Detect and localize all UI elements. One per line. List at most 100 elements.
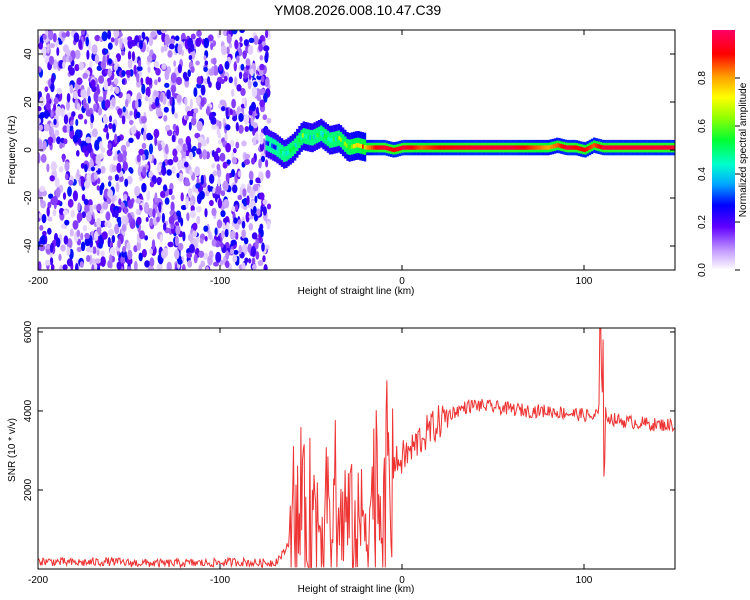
noise-speck <box>255 177 261 184</box>
ridge-core <box>432 145 436 150</box>
ridge-core <box>463 145 467 150</box>
noise-speck <box>50 109 54 118</box>
ridge-core <box>616 145 619 150</box>
ridge-core <box>513 145 516 150</box>
noise-speck <box>204 235 208 242</box>
noise-speck <box>186 252 193 259</box>
ridge-core <box>298 138 301 143</box>
ridge-core <box>267 141 270 146</box>
noise-speck <box>161 212 165 224</box>
noise-speck <box>252 122 258 129</box>
noise-speck <box>233 61 237 72</box>
noise-speck <box>76 150 80 157</box>
ridge-core <box>498 145 501 150</box>
ridge-core <box>565 145 568 150</box>
ridge-core <box>556 143 559 148</box>
ridge-core <box>613 145 616 150</box>
noise-speck <box>190 33 196 40</box>
noise-speck <box>109 84 114 93</box>
noise-speck <box>178 242 184 251</box>
ridge-core <box>633 145 636 150</box>
ridge-core <box>491 145 494 150</box>
noise-speck <box>49 257 54 266</box>
ridge-core <box>309 135 312 140</box>
noise-speck <box>236 84 242 92</box>
noise-speck <box>103 91 107 101</box>
ridge-core <box>316 133 319 138</box>
noise-speck <box>192 222 198 231</box>
noise-speck <box>70 120 74 126</box>
noise-speck <box>252 183 259 192</box>
noise-speck <box>171 166 176 174</box>
noise-speck <box>207 76 211 85</box>
noise-speck <box>175 125 180 136</box>
noise-speck <box>221 230 225 239</box>
ridge-core <box>318 132 321 137</box>
snr-x-label: Height of straight line (km) <box>298 584 415 595</box>
noise-speck <box>139 204 143 211</box>
noise-speck <box>78 39 83 50</box>
noise-speck <box>44 86 49 92</box>
noise-speck <box>44 259 51 266</box>
ridge-core <box>667 145 670 150</box>
noise-speck <box>183 161 189 168</box>
noise-speck <box>127 50 132 61</box>
noise-speck <box>224 60 230 70</box>
noise-speck <box>162 184 168 192</box>
noise-speck <box>87 199 93 207</box>
noise-speck <box>164 82 170 88</box>
noise-speck <box>160 46 165 53</box>
ridge-core <box>352 144 356 149</box>
noise-speck <box>208 231 212 240</box>
noise-speck <box>62 192 67 200</box>
noise-speck <box>120 255 126 265</box>
ridge-core <box>669 145 672 150</box>
noise-speck <box>255 239 259 250</box>
noise-speck <box>190 66 195 73</box>
noise-speck <box>234 76 238 87</box>
noise-speck <box>94 258 101 264</box>
noise-speck <box>141 248 147 258</box>
noise-speck <box>231 98 236 109</box>
noise-speck <box>144 235 149 241</box>
ridge-core <box>434 145 437 150</box>
ridge-core <box>500 145 503 150</box>
noise-speck <box>109 247 116 256</box>
noise-speck <box>117 218 122 228</box>
noise-speck <box>192 145 197 152</box>
noise-speck <box>75 119 79 126</box>
noise-speck <box>68 67 75 76</box>
noise-speck <box>202 252 209 260</box>
colorbar-gradient <box>712 30 735 270</box>
noise-speck <box>230 248 235 255</box>
spectrogram-x-axis: -200 -100 0 100 <box>28 30 593 287</box>
noise-speck <box>195 60 200 66</box>
noise-speck <box>71 111 76 117</box>
noise-speck <box>204 208 208 218</box>
noise-speck <box>107 189 113 199</box>
noise-speck <box>102 201 109 210</box>
colorbar-tick-label: 0.2 <box>697 215 708 229</box>
ridge-core <box>291 146 294 152</box>
ridge-core <box>338 135 341 141</box>
noise-speck <box>141 83 146 95</box>
noise-speck <box>257 260 264 266</box>
ridge-core <box>398 146 401 151</box>
noise-speck <box>177 64 182 74</box>
noise-speck <box>107 30 112 40</box>
noise-speck <box>121 224 127 232</box>
noise-speck <box>155 96 160 107</box>
ridge-core <box>280 149 283 155</box>
noise-speck <box>106 132 110 140</box>
noise-speck <box>131 51 135 62</box>
noise-speck <box>158 111 163 117</box>
noise-speck <box>177 159 183 171</box>
noise-speck <box>256 95 262 102</box>
noise-speck <box>96 217 102 228</box>
noise-speck <box>164 69 170 81</box>
noise-speck <box>265 30 269 39</box>
noise-speck <box>262 206 267 216</box>
ridge-core <box>576 145 579 151</box>
noise-speck <box>93 104 97 112</box>
noise-speck <box>109 254 113 264</box>
